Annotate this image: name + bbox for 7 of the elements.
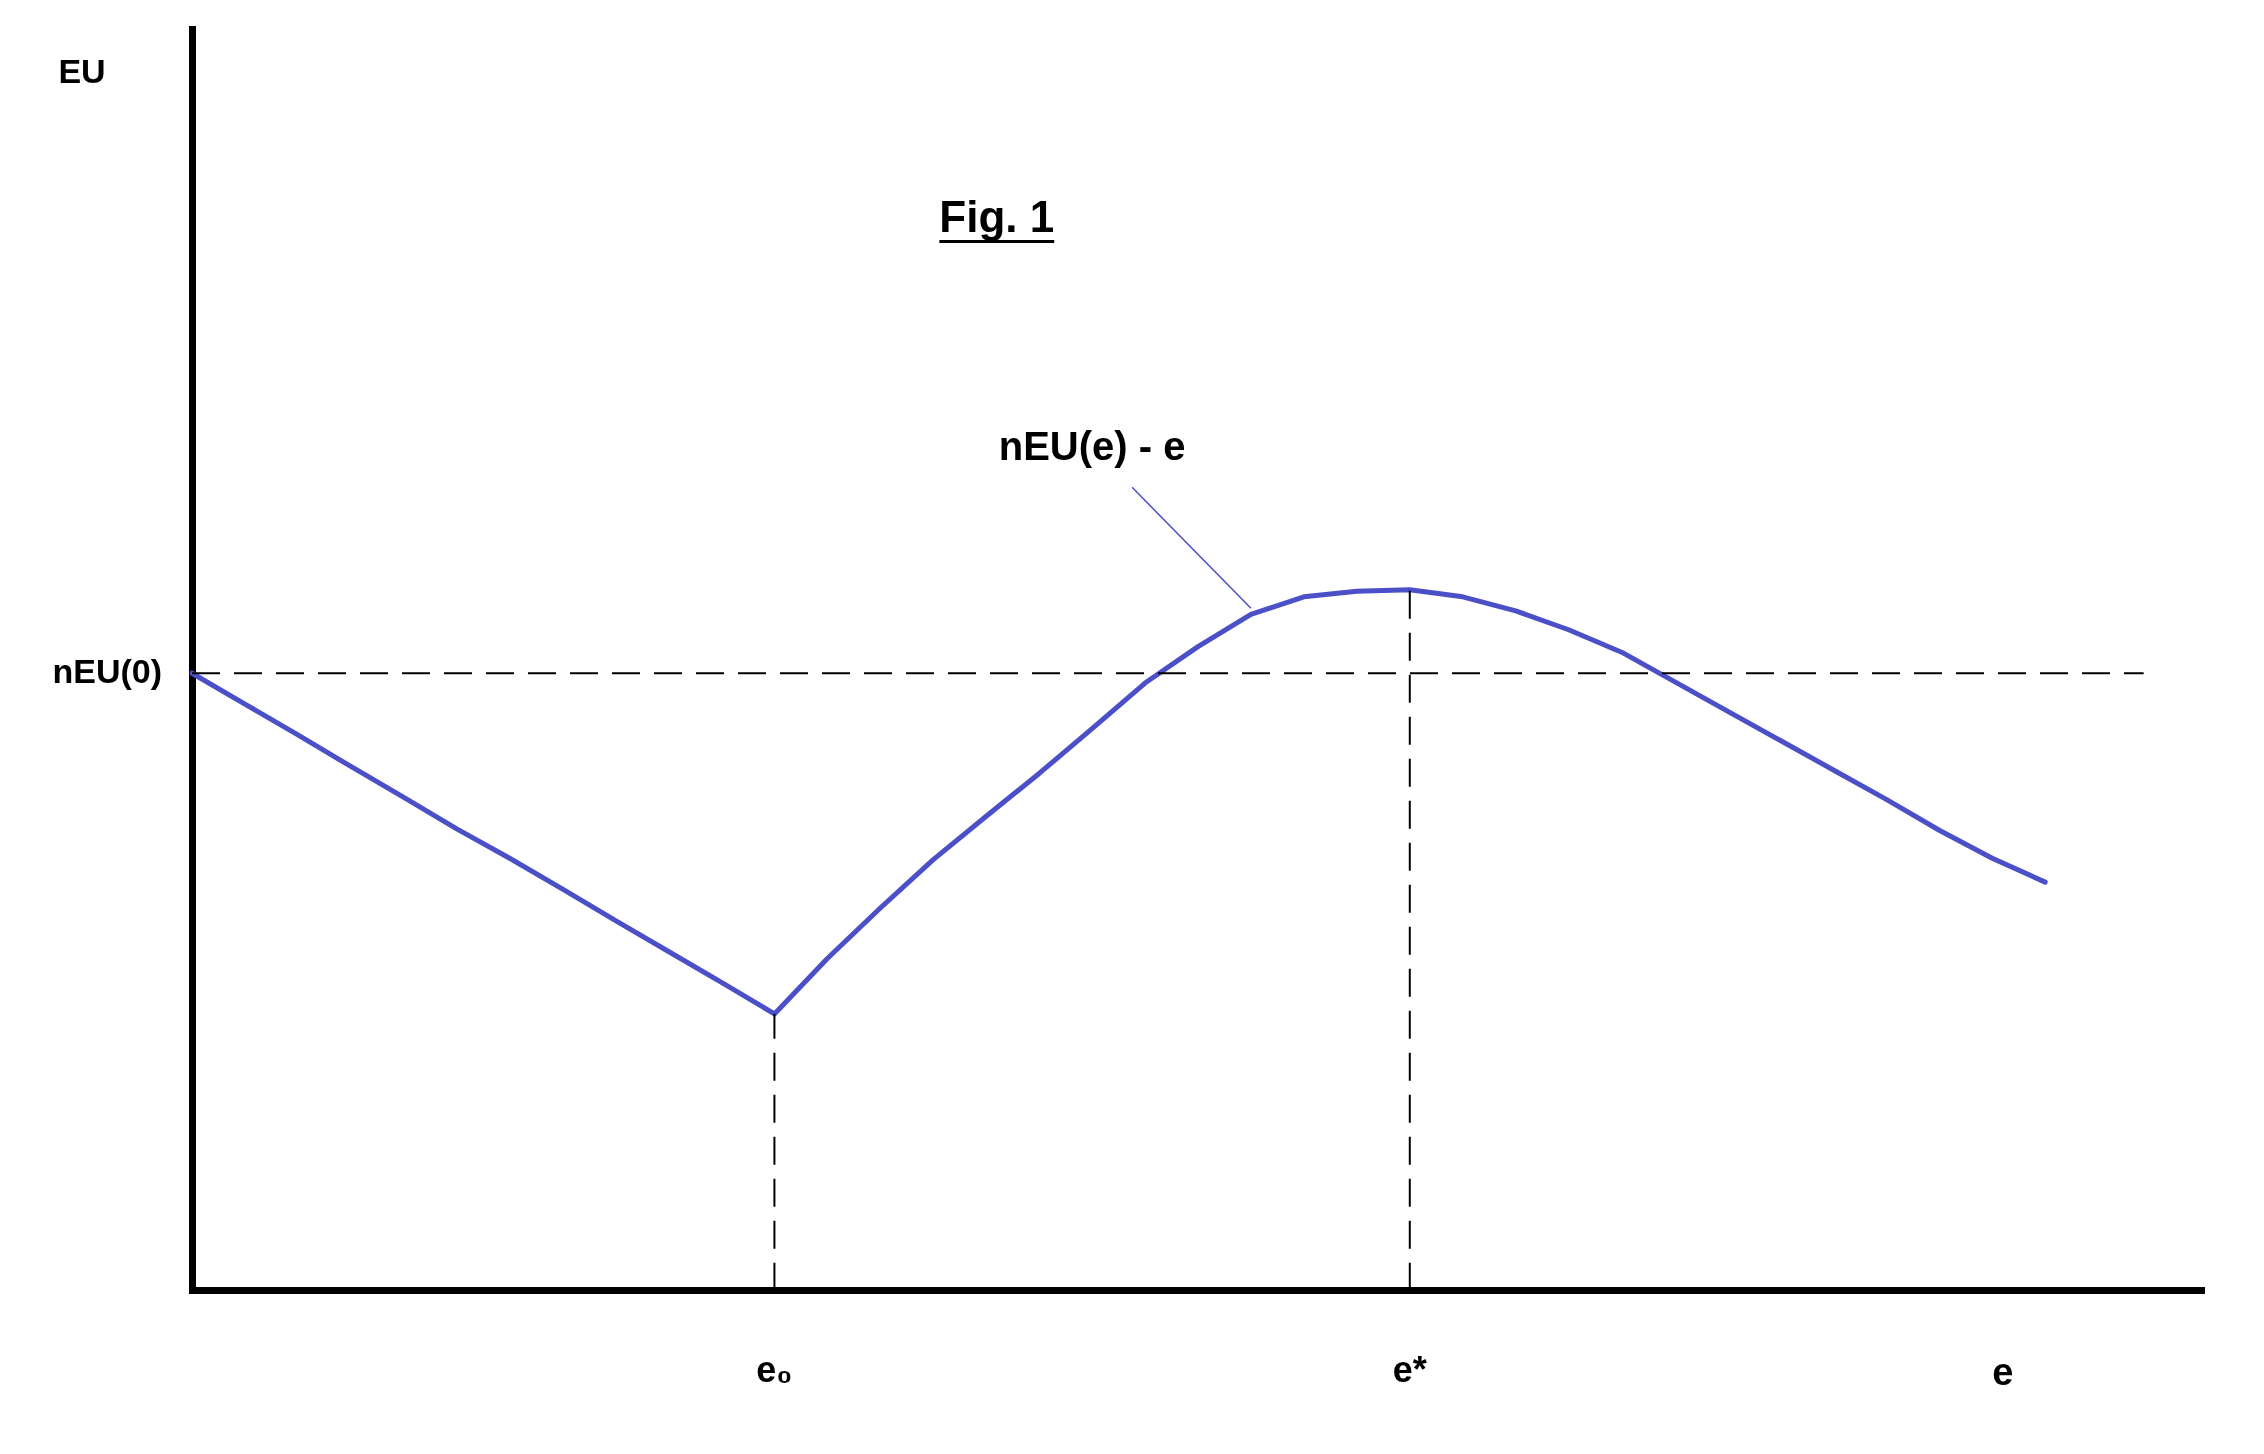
text: nEU(e) - e — [998, 424, 1186, 469]
ref-line-label: nEU(0) — [52, 651, 162, 690]
x-tick-label: e₀ — [756, 1349, 793, 1391]
x-tick-label: e* — [1392, 1349, 1427, 1391]
chart-title: Fig. 1 — [939, 192, 1055, 241]
text: EU — [58, 52, 106, 91]
x-axis-title: e — [1992, 1351, 2014, 1394]
